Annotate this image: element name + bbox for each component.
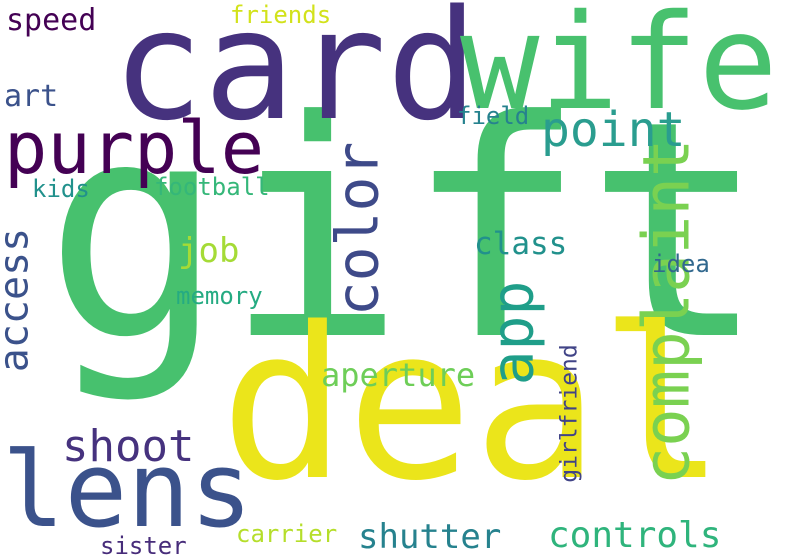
- word-girlfriend: girlfriend: [556, 344, 583, 483]
- word-class: class: [474, 226, 568, 262]
- word-sister: sister: [100, 532, 187, 560]
- word-shoot: shoot: [62, 421, 195, 472]
- word-lens: lens: [2, 429, 253, 551]
- word-access: access: [0, 227, 38, 373]
- word-purple: purple: [4, 106, 265, 190]
- word-memory: memory: [176, 282, 263, 310]
- word-carrier: carrier: [236, 520, 338, 548]
- word-football: football: [154, 173, 270, 201]
- word-kids: kids: [32, 175, 90, 203]
- word-app: app: [478, 280, 547, 386]
- word-gift: gift: [44, 57, 767, 406]
- word-job: job: [178, 231, 240, 271]
- word-wife: wife: [460, 0, 778, 140]
- word-card: card: [112, 0, 479, 154]
- word-idea: idea: [652, 250, 710, 278]
- word-aperture: aperture: [321, 356, 476, 394]
- word-speed: speed: [6, 3, 97, 38]
- word-color: color: [323, 141, 392, 317]
- word-controls: controls: [548, 515, 722, 556]
- word-point: point: [541, 102, 686, 158]
- word-shutter: shutter: [358, 517, 502, 557]
- word-art: art: [4, 79, 59, 114]
- word-friends: friends: [230, 1, 332, 29]
- word-complaint: complaint: [630, 138, 705, 486]
- word-deal: deal: [220, 282, 726, 527]
- word-field: field: [457, 102, 530, 130]
